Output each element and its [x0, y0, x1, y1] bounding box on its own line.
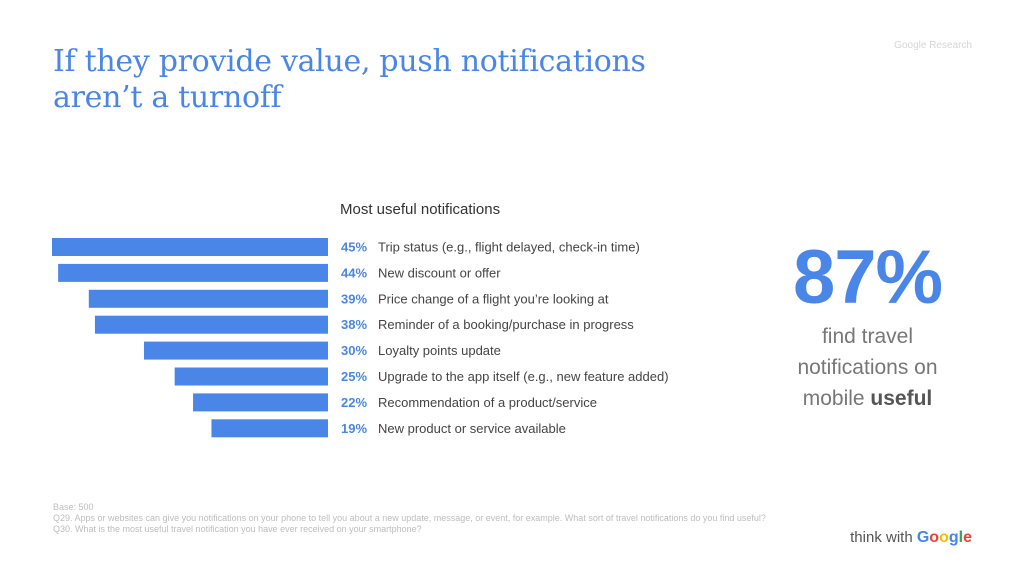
stat-caption-plain: mobile [802, 387, 871, 410]
footnote-base: Base: 500 [53, 502, 94, 512]
key-stat: 87% find travel notifications on mobile … [760, 235, 975, 414]
category-label: Price change of a flight you’re looking … [378, 291, 609, 306]
bar-value-label: 25% [341, 369, 367, 384]
google-letter: g [948, 529, 959, 546]
footnote-q30: Q30. What is the most useful travel noti… [53, 524, 422, 534]
bar-value-label: 22% [341, 395, 367, 410]
stat-value: 87% [792, 235, 943, 320]
bar [193, 393, 328, 412]
bar [144, 341, 328, 360]
category-label: Reminder of a booking/purchase in progre… [378, 317, 634, 332]
category-label: New product or service available [378, 421, 566, 436]
category-label: Loyalty points update [378, 343, 501, 358]
category-label: Trip status (e.g., flight delayed, check… [378, 240, 640, 255]
bar [58, 263, 329, 282]
bar [174, 367, 328, 386]
google-letter: G [916, 529, 930, 546]
category-label: Upgrade to the app itself (e.g., new fea… [378, 369, 669, 384]
bar-value-label: 45% [341, 240, 367, 255]
google-wordmark: Google [917, 529, 972, 546]
brand-prefix: think with [850, 529, 917, 546]
bar-chart: 45% Trip status (e.g., flight delayed, ch… [52, 238, 669, 438]
chart-title: Most useful notifications [340, 201, 501, 218]
category-label: Recommendation of a product/service [378, 395, 597, 410]
stat-caption-line-2: notifications on [797, 356, 938, 379]
google-letter: o [939, 529, 949, 546]
bar [52, 238, 328, 256]
stat-caption-line-3: mobile useful [760, 383, 975, 414]
think-with-google-logo: think with Google [850, 529, 972, 547]
stat-caption-bold: useful [870, 387, 933, 410]
title-line-1: If they provide value, push notification… [53, 44, 646, 79]
google-letter: e [963, 529, 972, 546]
bar [94, 315, 328, 334]
bar-value-label: 19% [341, 421, 367, 436]
title-line-2: aren’t a turnoff [53, 80, 282, 115]
bar-value-label: 39% [341, 291, 367, 306]
stat-caption-line-1: find travel [821, 325, 914, 348]
bar [211, 419, 328, 438]
bar-value-label: 44% [341, 265, 367, 280]
footnote-q29: Q29. Apps or websites can give you notif… [53, 513, 766, 523]
footnote: Base: 500 Q29. Apps or websites can give… [53, 502, 793, 535]
source-tag: Google Research [894, 40, 972, 51]
google-letter: o [929, 529, 940, 546]
google-letter: l [958, 529, 964, 546]
bar-value-label: 38% [341, 317, 367, 332]
category-label: New discount or offer [378, 265, 501, 280]
slide-title: If they provide value, push notification… [53, 44, 693, 116]
bar-value-label: 30% [341, 343, 367, 358]
bar [88, 289, 328, 308]
